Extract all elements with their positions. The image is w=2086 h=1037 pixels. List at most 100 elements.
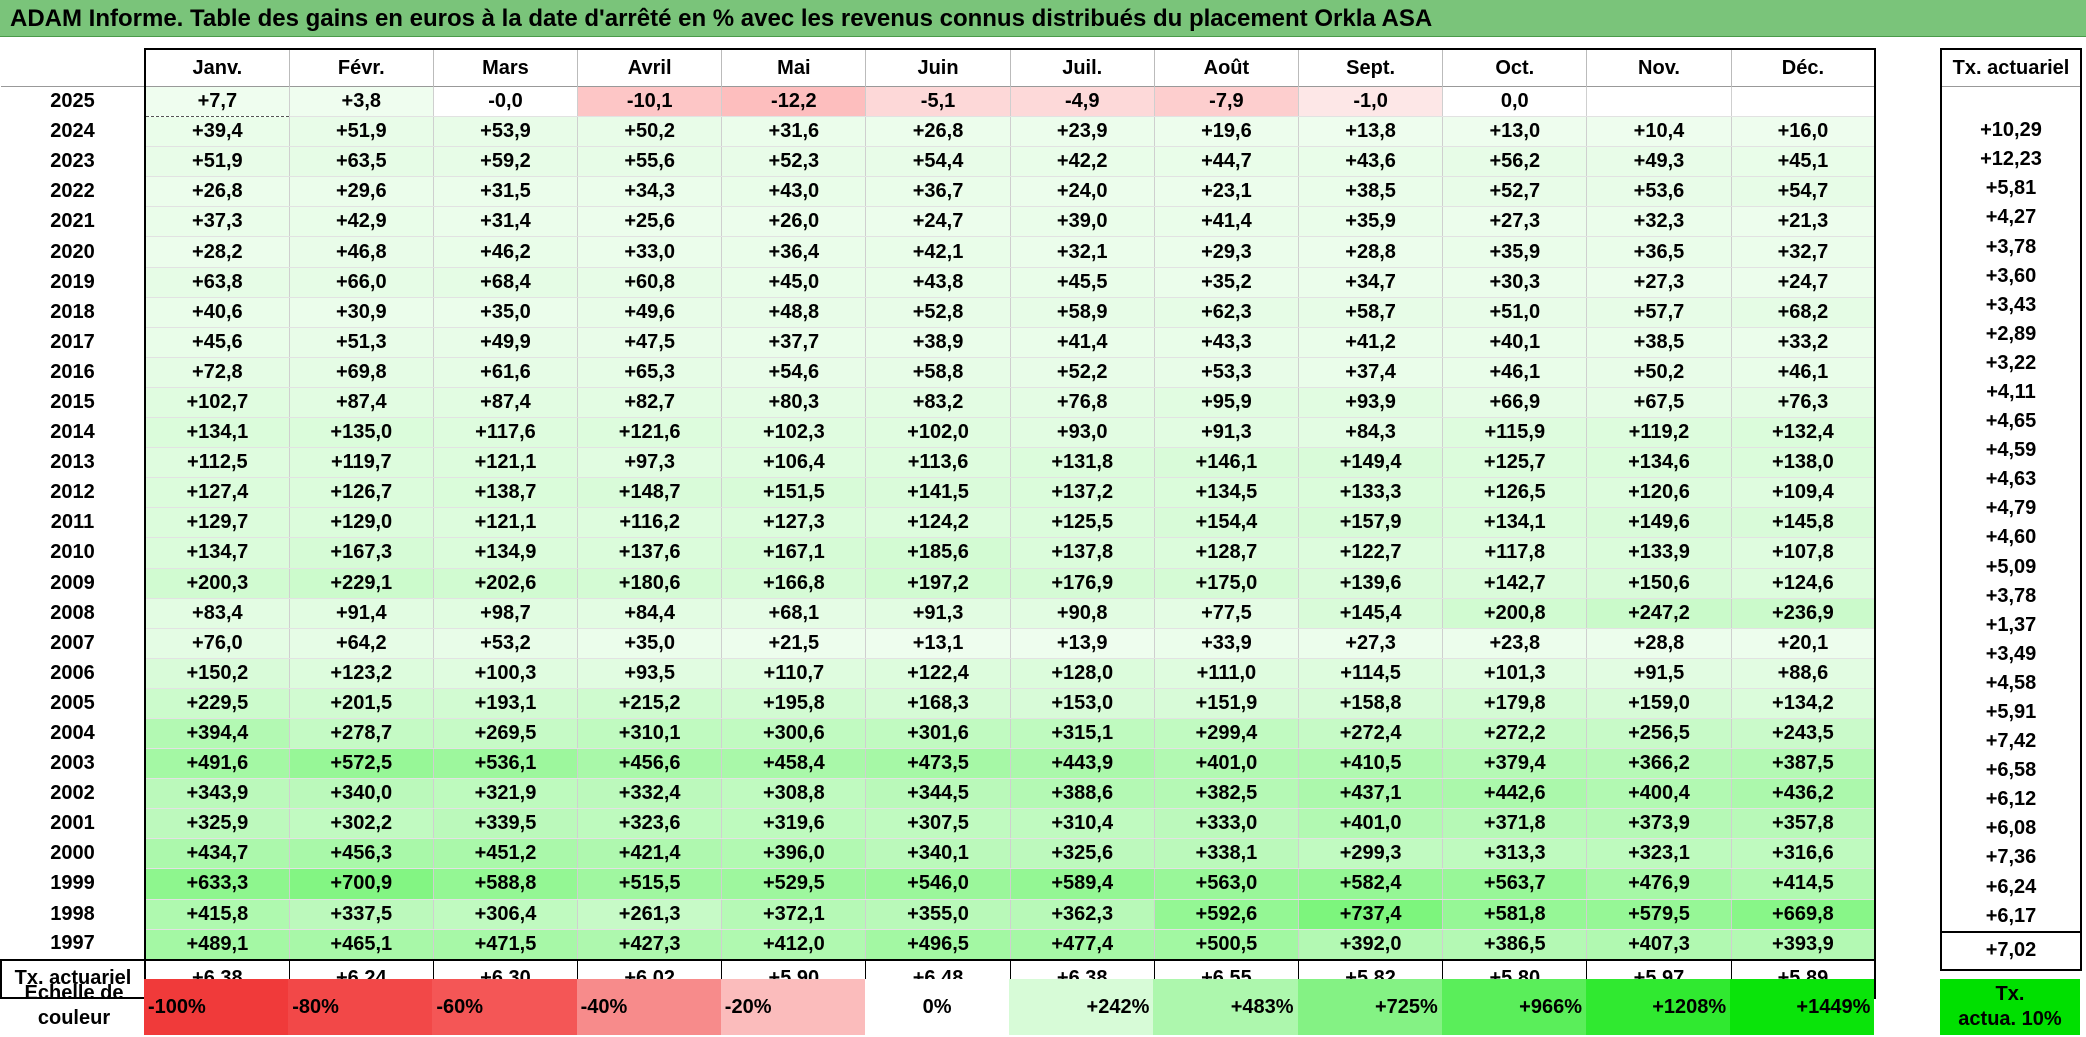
gain-cell: +278,7 [288,718,434,750]
gain-cell: +261,3 [577,899,722,930]
gain-cell: +456,6 [577,748,722,780]
gain-cell: +54,7 [1730,176,1877,208]
gain-cell: +68,2 [1730,297,1877,328]
gain-cell: +200,3 [143,568,290,599]
rate-cell: +5,81 [1940,174,2082,204]
gain-cell: +134,1 [1442,507,1587,539]
gain-cell: +19,6 [1153,116,1299,148]
gain-cell: +582,4 [1297,868,1443,900]
gain-cell: +49,3 [1586,146,1732,178]
gain-cell: +129,0 [288,507,434,539]
color-scale-label-line2: couleur [37,1007,111,1029]
gain-cell: +51,0 [1442,297,1587,328]
gain-cell: +60,8 [577,267,722,298]
gain-cell: +83,4 [143,598,290,629]
year-label: 2004 [50,722,95,745]
year-label: 2003 [50,752,95,775]
rate-cell: +3,60 [1940,261,2082,291]
gain-cell: +133,3 [1297,477,1443,509]
gain-cell: +412,0 [721,929,866,961]
gain-cell: +42,1 [865,236,1011,268]
gain-cell: +158,8 [1297,688,1443,719]
gain-cell: +396,0 [721,838,866,870]
gain-cell: +496,5 [865,929,1011,961]
gain-cell: +302,2 [288,808,434,840]
gain-cell: +337,5 [288,899,434,930]
gain-cell: +41,2 [1297,327,1443,358]
gain-cell: +581,8 [1442,899,1587,930]
gain-cell: +24,7 [865,206,1011,238]
gain-cell: +529,5 [721,868,866,900]
gain-cell: +21,5 [721,628,866,659]
gain-cell: +68,4 [432,267,578,298]
gain-cell: +13,0 [1442,116,1587,148]
gain-cell: +26,8 [865,116,1011,148]
gain-cell: +23,9 [1009,116,1155,148]
gain-cell: +112,5 [143,447,290,479]
gain-cell: +272,4 [1297,718,1443,750]
gain-cell: +176,9 [1009,568,1155,599]
gain-cell: +134,5 [1153,477,1299,509]
gain-cell: +138,0 [1730,447,1877,479]
gain-cell: +58,9 [1009,297,1155,328]
gain-cell: +442,6 [1442,778,1587,810]
gain-cell: +51,9 [288,116,434,148]
gain-cell: +471,5 [432,929,578,961]
gain-cell: +42,9 [288,206,434,238]
gain-cell: +149,6 [1586,507,1732,539]
gain-cell: +50,2 [577,116,722,148]
gain-cell: +63,5 [288,146,434,178]
gain-cell: +133,9 [1586,537,1732,569]
month-header: Août [1153,48,1299,87]
rate-cell [1940,86,2082,117]
gain-cell: +132,4 [1730,417,1877,449]
table-row: 1999 +633,3 +700,9 +588,8 +515,5 +529,5 +546,0… [1,868,1877,900]
table-row: 2012 +127,4 +126,7 +138,7 +148,7 +151,5 +141,5… [1,477,1877,509]
gain-cell: +379,4 [1442,748,1587,780]
gain-cell: +563,7 [1442,868,1587,900]
gain-cell: +111,0 [1153,658,1299,689]
gain-cell: +386,5 [1442,929,1587,961]
gain-cell: +579,5 [1586,899,1732,930]
table-row: 2007 +76,0 +64,2 +53,2 +35,0 +21,5 +13,1 +13,9 +… [1,628,1877,659]
table-row: 2004 +394,4 +278,7 +269,5 +310,1 +300,6 +301,6… [1,718,1877,750]
year-label: 2021 [50,210,95,233]
table-row: 2022 +26,8 +29,6 +31,5 +34,3 +43,0 +36,7 +24,0 +… [1,176,1877,208]
gain-cell: +308,8 [721,778,866,810]
gain-cell: +414,5 [1730,868,1877,900]
gain-cell: +139,6 [1297,568,1443,599]
gain-cell: +91,3 [1153,417,1299,449]
month-header: Mars [432,48,578,87]
color-scale-swatch: +483% [1153,979,1298,1035]
gain-cell: +26,0 [721,206,866,238]
gain-cell: +34,7 [1297,267,1443,298]
gain-cell: +76,3 [1730,387,1877,419]
gain-cell: +40,1 [1442,327,1587,358]
gain-cell: -12,2 [721,86,866,118]
gain-cell: +400,4 [1586,778,1732,810]
gain-cell: +437,1 [1297,778,1443,810]
gain-cell: +20,1 [1730,628,1877,659]
gain-cell: +310,4 [1009,808,1155,840]
gain-cell: +151,5 [721,477,866,509]
gain-cell: +401,0 [1153,748,1299,780]
gain-cell: +100,3 [432,658,578,689]
rate-cell: +6,08 [1940,814,2082,844]
gain-cell: +236,9 [1730,598,1877,629]
gain-cell: +35,9 [1297,206,1443,238]
gain-cell: +137,6 [577,537,722,569]
gain-cell: +91,5 [1586,658,1732,689]
gain-cell: +321,9 [432,778,578,810]
month-header: Nov. [1586,48,1732,87]
rate-cell: +6,58 [1940,756,2082,786]
color-scale-swatch: +725% [1297,979,1442,1035]
gain-cell: +243,5 [1730,718,1877,750]
gain-cell: +124,6 [1730,568,1877,599]
color-scale-rate-line2: actua. 10% [1958,1008,2062,1030]
gain-cell: +344,5 [865,778,1011,810]
gain-cell: +83,2 [865,387,1011,419]
gain-cell: +102,7 [143,387,290,419]
month-header: Juin [865,48,1011,87]
rate-cell: +4,79 [1940,494,2082,524]
gain-cell: +134,1 [143,417,290,449]
